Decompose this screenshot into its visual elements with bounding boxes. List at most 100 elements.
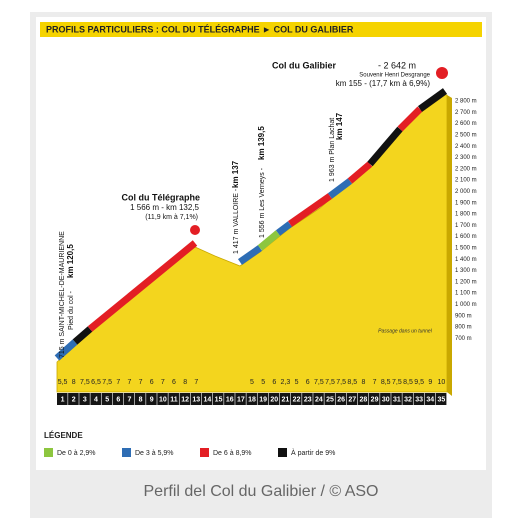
km-label: 14 <box>204 396 212 403</box>
altitude-label: 1 800 m <box>455 212 477 218</box>
km-box <box>112 393 124 405</box>
slope-label: 5 <box>295 379 299 386</box>
altitude-label: 1 200 m <box>455 279 477 285</box>
profile-side <box>447 95 452 396</box>
waypoint-sub: Pied du col - <box>68 290 75 330</box>
km-box <box>257 393 269 405</box>
slope-label: 8,5 <box>403 379 413 386</box>
header-band <box>40 22 482 37</box>
waypoints: 715 m SAINT-MICHEL-DE-MAURIENNE Pied du … <box>59 112 344 358</box>
header-title: PROFILS PARTICULIERS : COL DU TÉLÉGRAPHE… <box>46 24 354 34</box>
km-label: 12 <box>181 396 189 403</box>
slope-label: 7 <box>373 379 377 386</box>
km-label: 9 <box>150 396 154 403</box>
km-box <box>357 393 369 405</box>
altitude-label: 2 000 m <box>455 189 477 195</box>
legend-label: De 3 à 5,9% <box>135 450 174 457</box>
km-label: 4 <box>94 396 98 403</box>
km-box <box>391 393 402 405</box>
legend-title: LÉGENDE <box>44 431 83 440</box>
altitude-label: 2 800 m <box>455 99 477 105</box>
km-box <box>135 393 146 405</box>
km-label: 6 <box>116 396 120 403</box>
km-box <box>413 393 425 405</box>
telegraphe-detail: 1 566 m - km 132,5 <box>130 203 199 212</box>
km-box <box>313 393 324 405</box>
km-label: 2 <box>72 396 76 403</box>
slope-label: 7,5 <box>102 379 112 386</box>
altitude-label: 2 200 m <box>455 166 477 172</box>
galibier-note: Souvenir Henri Desgrange <box>359 73 430 79</box>
km-box <box>68 393 79 405</box>
slope-label: 6,5 <box>91 379 101 386</box>
altitude-label: 1 600 m <box>455 234 477 240</box>
km-label: 11 <box>170 396 178 403</box>
slope-label: 8 <box>183 379 187 386</box>
km-label: 21 <box>282 396 290 403</box>
km-box <box>346 393 358 405</box>
km-label: 35 <box>438 396 446 403</box>
altitude-label: 2 700 m <box>455 110 477 116</box>
slope-label: 10 <box>438 379 446 386</box>
note: Passage dans un tunnel <box>378 328 433 334</box>
slope-label: 6 <box>172 379 176 386</box>
km-box <box>224 393 235 405</box>
galibier-name: Col du Galibier <box>272 60 337 70</box>
legend-label: De 6 à 8,9% <box>213 450 252 457</box>
km-label: 33 <box>415 396 423 403</box>
km-label: 5 <box>105 396 109 403</box>
altitude-label: 1 400 m <box>455 257 477 263</box>
altitude-scale: 2 800 m 2 700 m 2 600 m 2 500 m 2 400 m 2 300… <box>455 99 477 342</box>
km-label: 8 <box>139 396 143 403</box>
km-box <box>369 393 380 405</box>
km-box <box>123 393 135 405</box>
km-label: 17 <box>237 396 245 403</box>
legend-swatch <box>44 448 53 457</box>
slope-label: 8 <box>361 379 365 386</box>
km-box <box>213 393 224 405</box>
km-box <box>190 393 202 405</box>
altitude-label: 1 900 m <box>455 200 477 206</box>
galibier-detail: km 155 - (17,7 km à 6,9%) <box>336 79 431 88</box>
telegraphe-climb: (11,9 km à 7,1%) <box>145 214 198 221</box>
telegraphe-name: Col du Télégraphe <box>121 192 200 202</box>
km-box <box>101 393 113 405</box>
km-label: 1 <box>61 396 65 403</box>
km-label: 28 <box>360 396 368 403</box>
km-label: 22 <box>293 396 301 403</box>
km-box <box>302 393 313 405</box>
km-box <box>268 393 280 405</box>
legend-label: À partir de 9% <box>291 448 335 457</box>
slope-label: 6 <box>306 379 310 386</box>
altitude-label: 1 300 m <box>455 268 477 274</box>
km-label: 34 <box>426 396 434 403</box>
slope-label: 7,5 <box>80 379 90 386</box>
km-label: 18 <box>248 396 256 403</box>
km-label: 24 <box>315 396 323 403</box>
km-label: 32 <box>404 396 412 403</box>
legend: De 0 à 2,9% De 3 à 5,9% De 6 à 8,9% À parti… <box>44 448 335 457</box>
km-label: 30 <box>382 396 390 403</box>
slope-label: 7,5 <box>336 379 346 386</box>
altitude-label: 700 m <box>455 336 472 342</box>
km-box <box>90 393 101 405</box>
km-box <box>424 393 436 405</box>
slope-label: 7,5 <box>325 379 335 386</box>
legend-swatch <box>200 448 209 457</box>
km-box <box>402 393 413 405</box>
km-label: 10 <box>159 396 167 403</box>
legend-swatch <box>278 448 287 457</box>
km-box <box>324 393 335 405</box>
km-box <box>179 393 191 405</box>
slope-label: 6 <box>150 379 154 386</box>
slope-label: 7 <box>161 379 165 386</box>
slope-label: 7,5 <box>392 379 402 386</box>
slope-label: 2,3 <box>281 379 291 386</box>
km-box <box>146 393 157 405</box>
altitude-label: 2 100 m <box>455 178 477 184</box>
waypoint-km: km 139,5 <box>257 126 266 160</box>
km-label: 16 <box>226 396 234 403</box>
altitude-label: 800 m <box>455 325 472 331</box>
waypoint-label: 1 556 m Les Verneys - <box>259 167 266 238</box>
altitude-label: 1 500 m <box>455 245 477 251</box>
